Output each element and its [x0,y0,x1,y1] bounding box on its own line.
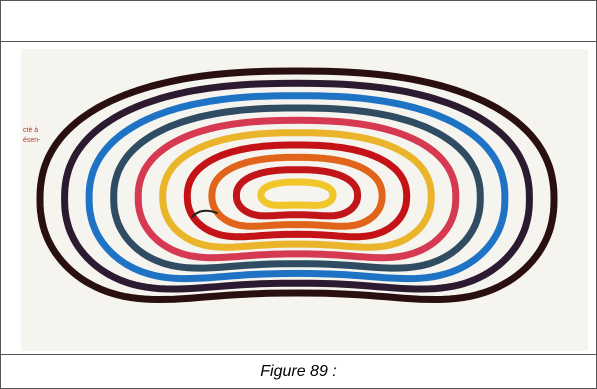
contour-ring-8 [208,153,386,230]
contour-ring-3 [85,92,509,283]
figure-photo: cté à ésen- [21,49,588,351]
contour-ring-9 [232,166,362,220]
contour-ring-4 [110,104,484,272]
caption-row: Figure 89 : [1,355,596,388]
table-header-row [1,1,596,42]
pointer-stroke [191,209,218,218]
contour-ring-6 [159,129,435,251]
contour-ring-2 [61,79,533,293]
contour-ring-1 [36,67,558,303]
contour-ring-5 [134,116,460,262]
figure-caption: Figure 89 : [260,362,337,380]
margin-note-line-1: cté à [23,127,39,134]
figure-image-cell: cté à ésen- [1,42,596,355]
margin-note-line-2: ésen- [23,137,41,144]
contour-rings-illustration [36,67,558,303]
contour-ring-7 [183,141,411,241]
contour-ring-10 [257,178,337,209]
